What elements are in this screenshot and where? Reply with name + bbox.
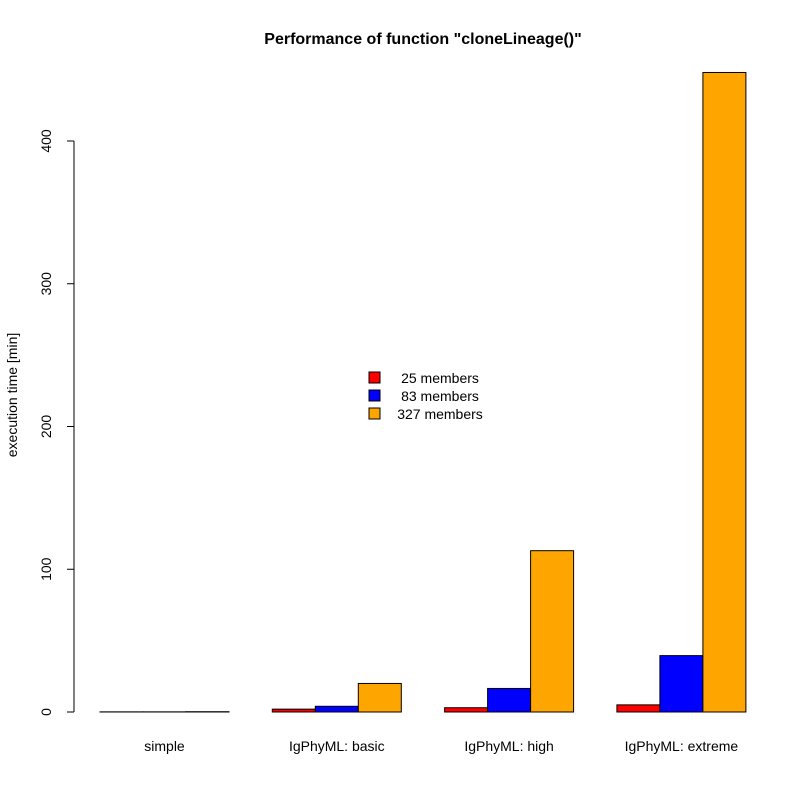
y-tick-label: 100 bbox=[38, 557, 54, 581]
x-tick-label: IgPhyML: extreme bbox=[625, 738, 739, 754]
y-tick-label: 200 bbox=[38, 415, 54, 439]
legend-swatch bbox=[368, 389, 381, 402]
bars-group bbox=[99, 71, 747, 713]
y-tick-label: 300 bbox=[38, 272, 54, 296]
legend-label: 83 members bbox=[401, 388, 479, 404]
chart-title: Performance of function "cloneLineage()" bbox=[264, 31, 581, 48]
legend-label: 327 members bbox=[397, 406, 483, 422]
y-axis-label: execution time [min] bbox=[4, 333, 20, 458]
legend: 25 members 83 members 327 members bbox=[368, 370, 483, 422]
y-axis: 0 100 200 300 400 bbox=[38, 129, 75, 716]
y-tick-label: 0 bbox=[38, 708, 54, 716]
bar bbox=[702, 71, 747, 713]
bar bbox=[487, 687, 532, 713]
x-tick-label: simple bbox=[144, 738, 185, 754]
bar bbox=[530, 550, 575, 713]
x-tick-label: IgPhyML: basic bbox=[289, 738, 385, 754]
bar bbox=[357, 682, 402, 713]
legend-swatch bbox=[368, 371, 381, 384]
legend-label: 25 members bbox=[401, 370, 479, 386]
bar bbox=[314, 705, 359, 713]
legend-swatch bbox=[368, 407, 381, 420]
bar bbox=[444, 707, 489, 713]
y-tick-label: 400 bbox=[38, 129, 54, 153]
x-tick-label: IgPhyML: high bbox=[464, 738, 554, 754]
bar bbox=[616, 704, 661, 713]
bar bbox=[659, 655, 704, 713]
category-labels: simple IgPhyML: basic IgPhyML: high IgPhyML… bbox=[144, 738, 738, 754]
bar bbox=[271, 708, 316, 713]
